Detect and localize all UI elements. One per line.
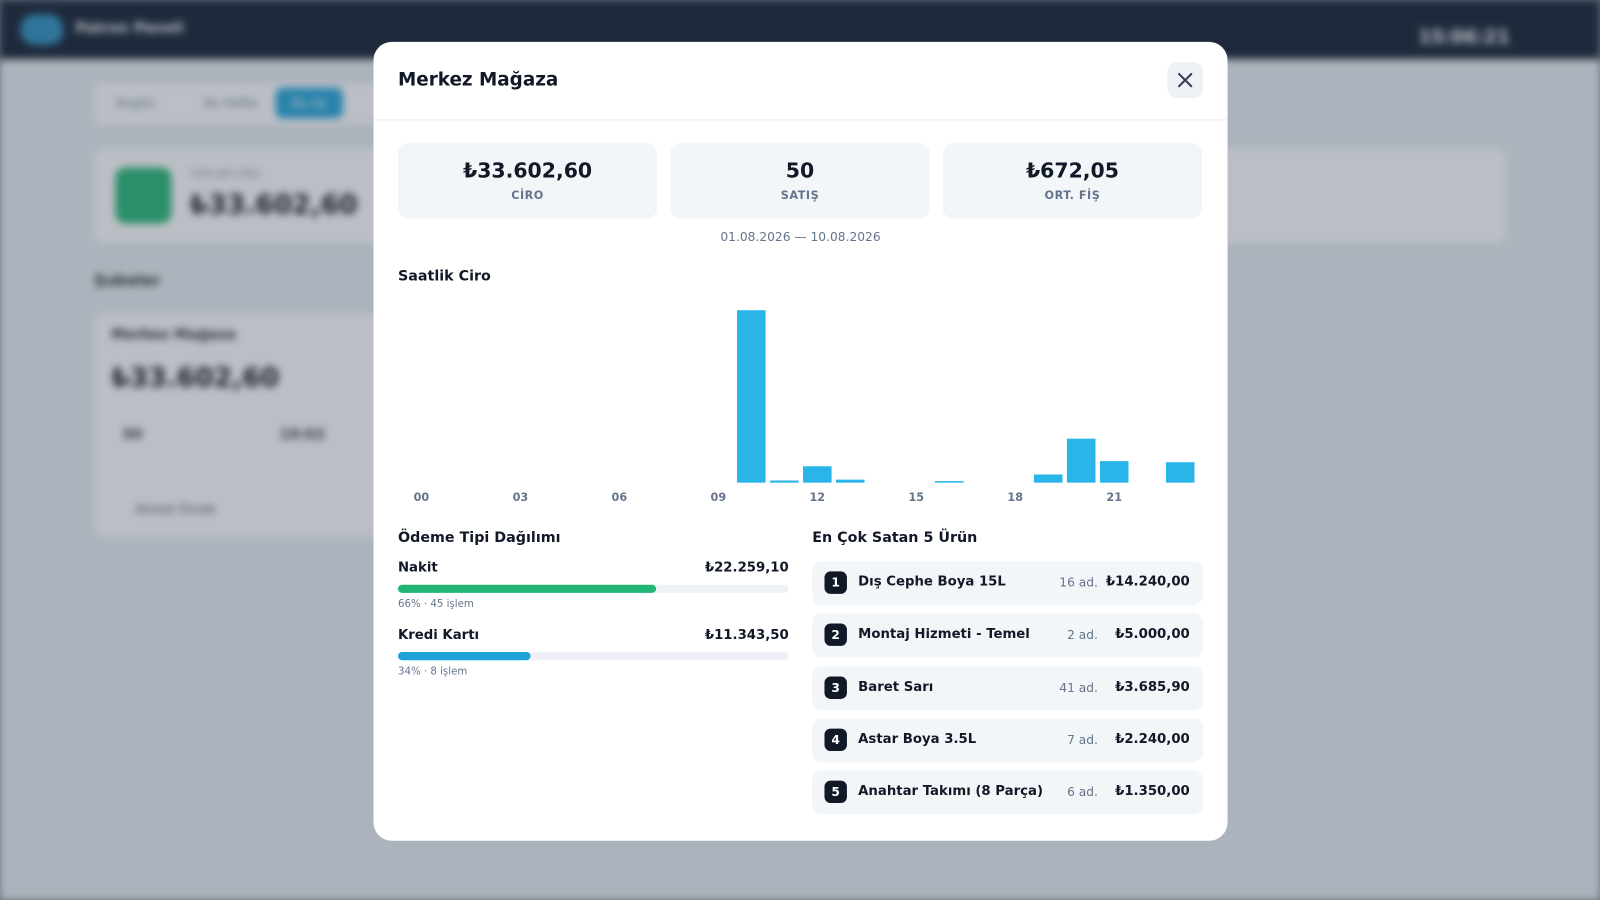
branch-manager: Ahmet Örnek <box>134 502 216 517</box>
branch-name: Merkez Mağaza <box>111 326 236 343</box>
products-title: En Çok Satan 5 Ürün <box>812 529 978 546</box>
app-name: Patron Paneli <box>75 20 184 37</box>
tab: Bu Hafta <box>204 95 258 111</box>
bar <box>836 479 865 483</box>
product-row: 2 Montaj Hizmeti - Temel 2 ad. ₺5.000,00 <box>812 613 1204 658</box>
bar <box>803 466 832 483</box>
stat-value: ₺33.602,60 <box>462 158 593 183</box>
payment-share: 66% · 45 işlem <box>397 598 474 611</box>
x-tick-label: 12 <box>809 491 825 504</box>
product-amount: ₺1.350,00 <box>1115 783 1190 800</box>
x-tick-label: 21 <box>1106 491 1122 504</box>
payment-amount: ₺11.343,50 <box>704 627 789 643</box>
stat-value: ₺672,05 <box>1025 158 1119 183</box>
close-icon <box>1178 72 1193 88</box>
branch-last: 19:02 <box>279 426 326 443</box>
x-tick-label: 06 <box>612 491 628 504</box>
stat-value: 50 <box>785 158 815 183</box>
x-tick-label: 00 <box>414 491 430 504</box>
bar <box>770 480 799 483</box>
product-row: 4 Astar Boya 3.5L 7 ad. ₺2.240,00 <box>812 718 1204 763</box>
total-value: ₺33.602,60 <box>189 189 358 221</box>
icon <box>115 167 172 224</box>
x-tick-label: 09 <box>711 491 727 504</box>
bar <box>1066 438 1096 483</box>
rank-badge: 2 <box>824 623 847 647</box>
payment-name: Nakit <box>397 560 438 576</box>
modal: Merkez Mağaza ₺33.602,60 CİRO 50 SATIŞ ₺672,… <box>373 41 1228 841</box>
clock: 15:06:21 <box>1418 26 1510 48</box>
product-row: 5 Anahtar Takımı (8 Parça) 6 ad. ₺1.350,00 <box>812 770 1204 815</box>
stat-card: ₺33.602,60 CİRO <box>397 142 658 219</box>
product-amount: ₺14.240,00 <box>1105 574 1190 590</box>
x-tick-label: 18 <box>1007 491 1023 504</box>
branch-card <box>93 314 390 537</box>
payment-name: Kredi Kartı <box>397 627 480 643</box>
progress-fill <box>397 652 531 661</box>
product-row: 3 Baret Sarı 41 ad. ₺3.685,90 <box>812 665 1204 710</box>
rank-badge: 4 <box>824 728 847 751</box>
payment-amount: ₺22.259,10 <box>704 560 789 576</box>
stat-label: SATIŞ <box>780 188 820 203</box>
divider <box>373 119 1228 121</box>
product-name: Astar Boya 3.5L <box>858 731 977 747</box>
stat-label: ORT. FİŞ <box>1044 188 1101 203</box>
close-button[interactable] <box>1167 62 1204 98</box>
product-qty: 2 ad. <box>1067 627 1098 643</box>
stat-label: CİRO <box>511 188 544 203</box>
tab-bar <box>93 83 400 125</box>
date-range: 01.08.2026 — 10.08.2026 <box>720 229 881 244</box>
chart-title: Saatlik Ciro <box>397 268 491 285</box>
stat-card: 50 SATIŞ <box>670 142 930 219</box>
product-amount: ₺2.240,00 <box>1115 731 1190 747</box>
product-name: Anahtar Takımı (8 Parça) <box>858 783 1044 800</box>
product-qty: 6 ad. <box>1067 784 1098 800</box>
hourly-chart: 00 03 06 09 12 15 18 21 <box>414 310 1195 504</box>
rank-badge: 1 <box>824 571 847 594</box>
section-title: Şubeler <box>93 271 161 290</box>
modal-title: Merkez Mağaza <box>397 69 559 91</box>
product-name: Dış Cephe Boya 15L <box>858 574 1006 590</box>
product-qty: 16 ad. <box>1059 575 1098 590</box>
stat-card: ₺672,05 ORT. FİŞ <box>942 142 1203 219</box>
product-qty: 41 ad. <box>1059 680 1098 695</box>
x-tick-label: 15 <box>908 491 924 504</box>
tab: Bu Ay <box>275 87 344 119</box>
bar <box>1165 462 1195 483</box>
branch-sales: 50 <box>122 426 143 443</box>
product-amount: ₺3.685,90 <box>1115 679 1190 695</box>
product-qty: 7 ad. <box>1067 732 1098 747</box>
product-amount: ₺5.000,00 <box>1115 626 1190 643</box>
product-name: Baret Sarı <box>858 679 934 695</box>
payments-title: Ödeme Tipi Dağılımı <box>397 529 561 546</box>
product-name: Montaj Hizmeti - Temel <box>858 626 1030 643</box>
progress-fill <box>397 584 656 593</box>
bar <box>934 481 964 483</box>
payment-share: 34% · 8 işlem <box>397 666 468 678</box>
rank-badge: 3 <box>824 676 847 699</box>
total-label: TOPLAM CİRO <box>189 169 261 181</box>
progress-track <box>397 584 789 593</box>
branch-value: ₺33.602,60 <box>111 363 280 394</box>
bar <box>1099 461 1129 483</box>
bar <box>737 310 766 483</box>
x-tick-label: 03 <box>513 491 529 504</box>
logo <box>20 14 64 45</box>
bar <box>1033 474 1063 483</box>
rank-badge: 5 <box>824 780 847 804</box>
progress-track <box>397 652 789 661</box>
tab: Bugün <box>116 95 156 111</box>
product-row: 1 Dış Cephe Boya 15L 16 ad. ₺14.240,00 <box>812 561 1204 606</box>
